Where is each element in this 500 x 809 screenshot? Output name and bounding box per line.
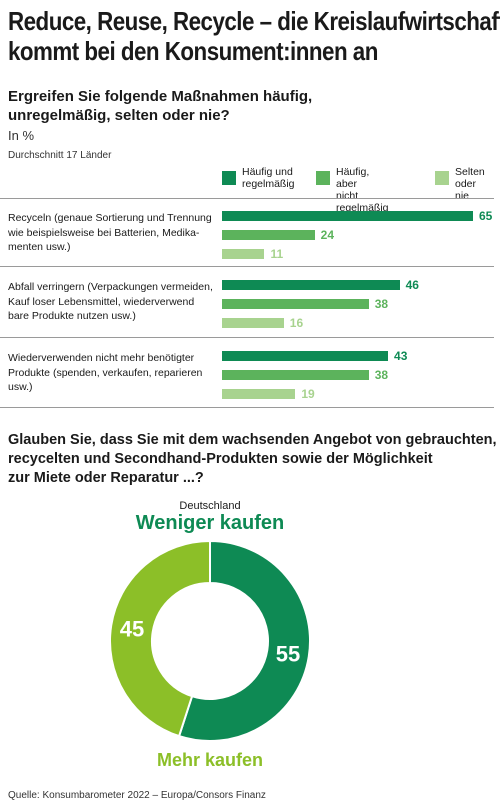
donut-chart: 55 45 [110,541,310,741]
category-label-line: menten usw.) [8,241,71,253]
donut-slice-mehr-kaufen [110,541,211,738]
category-label-line: Produkte (spenden, verkaufen, reparieren [8,366,203,379]
legend-swatch-dark [222,171,236,185]
question-1: Ergreifen Sie folgende Maßnahmen häufig,… [8,87,428,125]
donut-slice-weniger-kaufen [177,541,310,741]
legend-text: Selten oder nie [455,166,485,202]
category-label-line: bare Produkte nutzen usw.) [8,310,136,322]
donut-label-weniger: Weniger kaufen [135,512,285,534]
separator [0,198,494,199]
bar-selten-nie [222,318,284,328]
bar-value-label: 11 [270,247,284,261]
legend-text: Häufig und regelmäßig [242,166,295,190]
separator [0,407,494,408]
donut-value-label: 45 [120,617,144,642]
bar-selten-nie [222,249,265,259]
bar-haeufig-nicht-regelmaessig [222,230,315,240]
bar-haeufig-nicht-regelmaessig [222,370,369,380]
donut-subtitle: Deutschland [179,500,241,512]
category-label-line: Wiederverwenden nicht mehr benötigter [8,352,195,364]
sample-label: Durchschnitt 17 Länder [8,150,112,161]
source-note: Quelle: Konsumbarometer 2022 – Europa/Co… [8,790,266,801]
separator [0,266,494,267]
bar-value-label: 46 [405,278,419,292]
donut-value-label: 55 [276,641,300,666]
question-1-line: unregelmäßig, selten oder nie? [8,107,230,124]
page-title: Reduce, Reuse, Recycle – die Kreislaufwi… [8,6,500,66]
question-2-line: recycelten und Secondhand-Produkten sowi… [8,451,433,467]
bar-selten-nie [222,389,296,399]
legend-swatch-mid [316,171,330,185]
title-line: kommt bei den Konsument:innen an [8,36,378,66]
category-label-wiederverwenden: Wiederverwenden nicht mehr benötigter Pr… [8,351,218,395]
unit-label: In % [8,128,35,143]
title-line: Reduce, Reuse, Recycle – die Kreislaufwi… [8,6,500,36]
question-2-line: zur Miete oder Reparatur ...? [8,470,204,486]
bar-haeufig-regelmaessig [222,351,389,361]
bar-value-label: 38 [374,297,389,311]
bar-value-label: 43 [394,349,408,363]
category-label-line: Kauf loser Lebensmittel, wiederverwend [8,295,195,308]
category-label-line: Abfall verringern (Verpackungen vermeide… [8,281,213,293]
bar-value-label: 38 [374,368,389,382]
separator [0,337,494,338]
bar-haeufig-nicht-regelmaessig [222,299,369,309]
donut-label-mehr: Mehr kaufen [156,750,264,770]
bar-value-label: 16 [289,316,304,330]
category-label-recyceln: Recyceln (genaue Sortierung und Trennung… [8,211,218,255]
bar-haeufig-regelmaessig [222,211,473,221]
bar-value-label: 65 [479,209,493,223]
bar-value-label: 19 [301,387,315,401]
category-label-line: usw.) [8,381,33,393]
bar-haeufig-regelmaessig [222,280,400,290]
category-label-line: Recyceln (genaue Sortierung und Trennung [8,212,212,224]
question-2: Glauben Sie, dass Sie mit dem wachsenden… [8,431,497,488]
legend-text: Häufig, aber nicht regelmäßig [336,166,389,214]
question-1-line: Ergreifen Sie folgende Maßnahmen häufig, [8,88,313,105]
category-label-abfall: Abfall verringern (Verpackungen vermeide… [8,280,218,324]
legend-swatch-light [435,171,449,185]
bar-value-label: 24 [320,228,335,242]
question-2-line: Glauben Sie, dass Sie mit dem wachsenden… [8,432,497,448]
category-label-line: wie beispielsweise bei Batterien, Medika… [8,226,200,239]
